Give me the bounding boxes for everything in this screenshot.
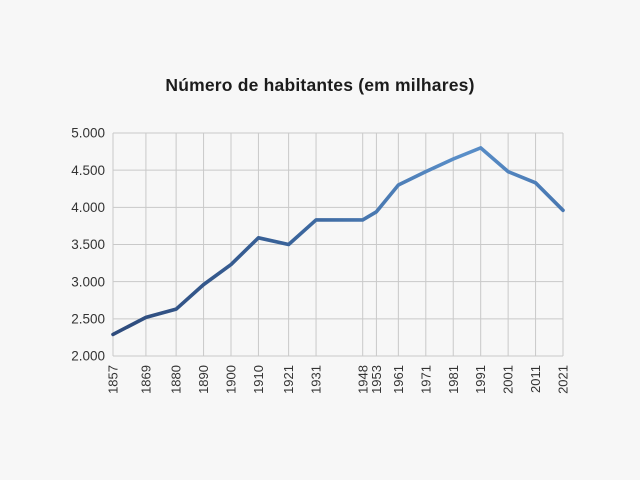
y-axis-tick-label: 4.500 (71, 163, 105, 178)
x-axis-tick-label: 1869 (138, 365, 153, 394)
x-axis-tick-label: 1890 (196, 365, 211, 394)
x-axis-tick-label: 1910 (251, 365, 266, 394)
x-axis-tick-label: 1921 (281, 365, 296, 394)
x-axis-tick-label: 1931 (309, 365, 324, 394)
x-axis-tick-label: 1981 (446, 365, 461, 394)
y-axis-tick-label: 4.000 (71, 200, 105, 215)
x-axis-tick-label: 1971 (418, 365, 433, 394)
x-axis-tick-label: 1961 (391, 365, 406, 394)
x-axis-tick-label: 1880 (169, 365, 184, 394)
x-axis-tick-label: 2021 (556, 365, 571, 394)
population-line (111, 146, 565, 337)
y-axis-tick-label: 3.500 (71, 237, 105, 252)
y-axis-tick-label: 3.000 (71, 274, 105, 289)
x-axis-tick-label: 1991 (473, 365, 488, 394)
y-axis-tick-label: 5.000 (71, 126, 105, 141)
x-axis-tick-label: 1900 (224, 365, 239, 394)
chart-title: Número de habitantes (em milhares) (165, 75, 475, 95)
y-axis-tick-label: 2.000 (71, 349, 105, 364)
x-axis-tick-label: 1953 (369, 365, 384, 394)
x-axis-tick-label: 2001 (501, 365, 516, 394)
x-axis-tick-label: 1857 (106, 365, 121, 394)
y-axis-tick-label: 2.500 (71, 312, 105, 327)
x-axis-tick-label: 2011 (528, 365, 543, 393)
x-axis-tick-label: 1948 (355, 365, 370, 394)
